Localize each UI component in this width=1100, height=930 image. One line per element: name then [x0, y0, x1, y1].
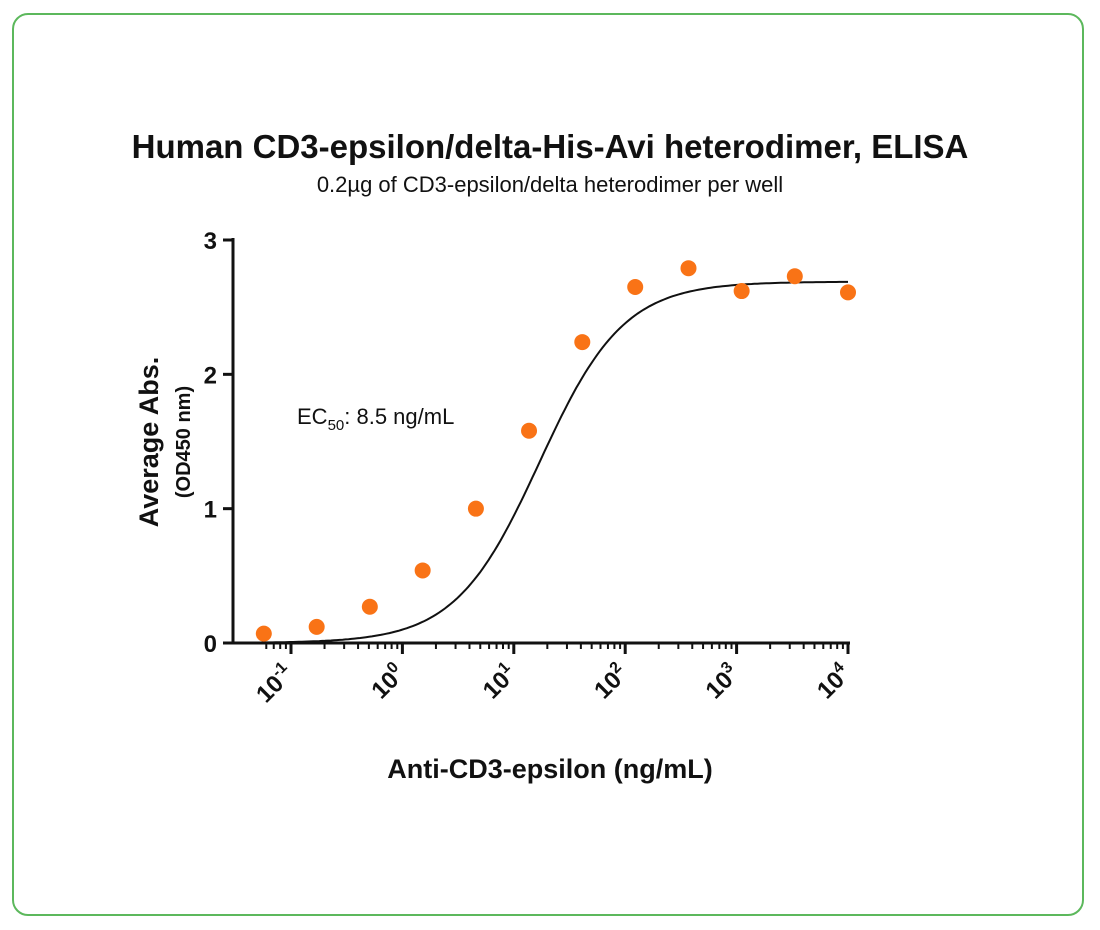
x-ticks: 10-1 100 101 102 103 104 — [250, 643, 857, 709]
ec50-value: : 8.5 ng/mL — [344, 404, 454, 429]
chart-frame — [12, 13, 1084, 916]
axes — [231, 238, 850, 645]
y-axis-label: Average Abs. — [134, 357, 164, 528]
x-tick-label: 101 — [476, 659, 522, 705]
data-point — [627, 279, 644, 296]
data-point — [255, 625, 272, 642]
x-tick-label: 10-1 — [250, 659, 300, 709]
data-point — [414, 562, 431, 579]
data-points — [255, 260, 856, 642]
x-tick-label: 102 — [588, 659, 634, 705]
y-tick-label: 0 — [204, 631, 217, 658]
data-point — [733, 283, 750, 300]
ec50-subscript: 50 — [328, 417, 345, 434]
x-tick-label: 100 — [365, 659, 411, 705]
y-tick-label: 3 — [204, 228, 217, 255]
y-tick-label: 1 — [204, 497, 217, 524]
x-tick-label: 103 — [699, 659, 745, 705]
data-point — [308, 618, 325, 635]
data-point — [786, 268, 803, 285]
y-axis-unit: (OD450 nm) — [173, 386, 195, 498]
data-point — [840, 284, 856, 301]
ec50-prefix: EC — [297, 404, 328, 429]
chart-subtitle: 0.2µg of CD3-epsilon/delta heterodimer p… — [317, 172, 783, 197]
y-ticks: 0 1 2 3 — [204, 228, 233, 658]
x-axis-label: Anti-CD3-epsilon (ng/mL) — [387, 754, 712, 784]
data-point — [574, 334, 591, 351]
chart-title: Human CD3-epsilon/delta-His-Avi heterodi… — [132, 128, 969, 165]
fit-curve — [263, 280, 848, 644]
data-point — [521, 422, 538, 439]
x-tick-label: 104 — [811, 659, 857, 705]
data-point — [680, 260, 697, 277]
ec50-annotation: EC50: 8.5 ng/mL — [297, 404, 454, 434]
y-tick-label: 2 — [204, 362, 217, 389]
data-point — [361, 598, 378, 615]
data-point — [467, 500, 484, 517]
